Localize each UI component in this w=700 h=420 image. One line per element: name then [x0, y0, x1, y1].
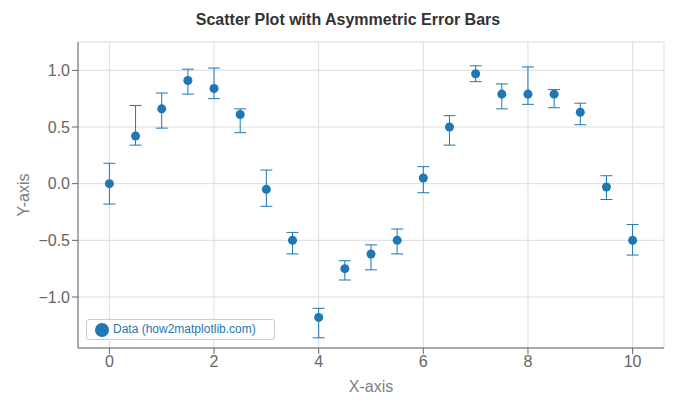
svg-text:10: 10	[624, 353, 642, 370]
svg-text:−1.0: −1.0	[38, 289, 70, 306]
svg-text:1.0: 1.0	[48, 62, 70, 79]
svg-text:−0.5: −0.5	[38, 232, 70, 249]
svg-text:Y-axis: Y-axis	[15, 174, 32, 217]
svg-text:6: 6	[419, 353, 428, 370]
svg-text:0: 0	[105, 353, 114, 370]
html-text:Scatter Plot with Asymmetric E: Scatter Plot with Asymmetric Error Bars	[195, 11, 501, 28]
html-text:Data (how2matplotlib.com): Data (how2matplotlib.com)	[113, 322, 256, 337]
svg-text:0.0: 0.0	[48, 175, 70, 192]
svg-text:8: 8	[524, 353, 533, 370]
svg-text:2: 2	[210, 353, 219, 370]
svg-text:0.5: 0.5	[48, 119, 70, 136]
svg-text:X-axis: X-axis	[349, 378, 393, 395]
svg-text:4: 4	[314, 353, 323, 370]
